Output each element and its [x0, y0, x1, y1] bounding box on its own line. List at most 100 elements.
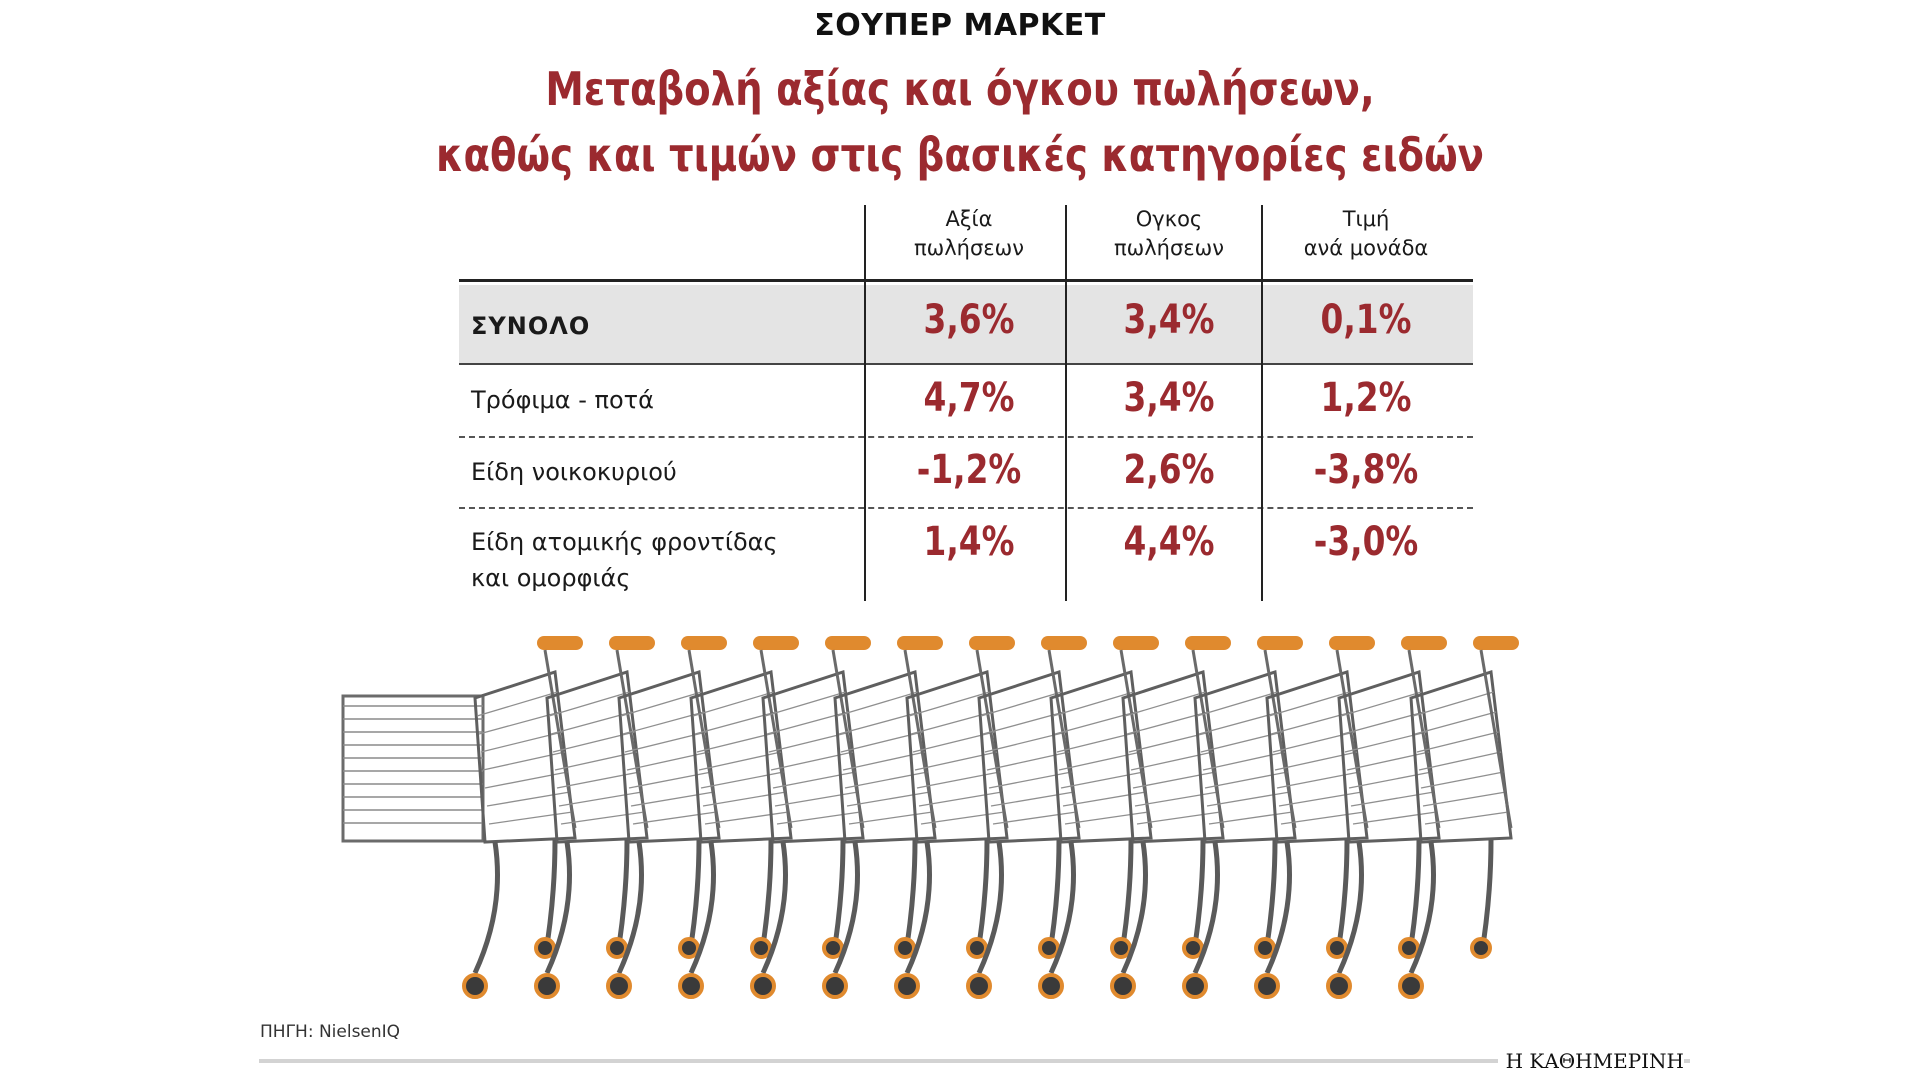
cart-wire — [1052, 691, 1134, 717]
chart-title: Μεταβολή αξίας και όγκου πωλήσεων, καθώς… — [154, 56, 1767, 188]
cart-wire — [702, 791, 787, 807]
cart-wire — [992, 811, 1077, 825]
cart-leg — [760, 841, 788, 975]
publisher-logo: Η ΚΑΘΗΜΕΡΙΝΗ — [1497, 1049, 1684, 1073]
column-divider — [1261, 205, 1263, 601]
cart-handle-bar — [1407, 649, 1441, 829]
cart-handle — [1185, 636, 1231, 650]
column-header-volume: Ογκος πωλήσεων — [1069, 205, 1269, 280]
cart-wheel — [462, 973, 488, 999]
cell-value: -3,8% — [1313, 447, 1419, 493]
cart-leg — [832, 841, 860, 975]
cart-wire — [1124, 691, 1206, 717]
cart-handle-bar — [1263, 649, 1297, 829]
column-divider — [1065, 205, 1067, 601]
cart-basket — [1265, 670, 1369, 844]
cart-handle — [897, 636, 943, 650]
cart-wire — [836, 691, 918, 717]
column-header-line: πωλήσεων — [914, 236, 1024, 260]
cart-wire — [1414, 711, 1497, 735]
header-divider — [459, 279, 1473, 282]
row-label: Τρόφιμα - ποτά — [471, 386, 654, 414]
cart-wire — [488, 811, 573, 825]
cart-handle-bar — [831, 649, 865, 829]
cart-wheel — [750, 973, 776, 999]
cart-wire — [630, 791, 715, 807]
cart-wheel — [894, 973, 920, 999]
cart-wire — [550, 711, 633, 735]
cart-wire — [558, 791, 643, 807]
cart-wire — [1268, 691, 1350, 717]
cart-wire — [1126, 711, 1209, 735]
cart-handle — [1473, 636, 1519, 650]
cell-value: 3,6% — [923, 297, 1015, 343]
cart-leg — [1120, 841, 1148, 975]
cart-basket — [473, 670, 577, 844]
cart-wire — [1280, 811, 1365, 825]
cart-wheel — [1182, 937, 1204, 959]
cart-wheel — [1326, 937, 1348, 959]
cart-handle-bar — [975, 649, 1009, 829]
cart-wire — [1420, 771, 1504, 789]
column-header-line: ανά μονάδα — [1303, 236, 1429, 260]
cart-leg — [616, 841, 644, 975]
cart-wire — [694, 711, 777, 735]
cell-value: 2,6% — [1123, 447, 1215, 493]
column-header-line: Τιμή — [1342, 207, 1390, 231]
cart-wheel — [1038, 937, 1060, 959]
cart-handle-bar — [903, 649, 937, 829]
cart-leg — [1048, 841, 1076, 975]
cart-basket — [1409, 670, 1513, 844]
shopping-carts-illustration — [341, 636, 1519, 999]
cart-leg — [472, 841, 500, 975]
footer-bar — [259, 1059, 1690, 1063]
cart-wire — [1196, 691, 1278, 717]
cell-value: 1,4% — [923, 519, 1015, 565]
cart-handle — [537, 636, 583, 650]
cart-basket — [689, 670, 793, 844]
column-header-line: Ογκος — [1135, 207, 1203, 231]
source-note: ΠΗΓΗ: NielsenIQ — [260, 1022, 401, 1042]
cart-wire — [1206, 791, 1291, 807]
cart-handle-bar — [1479, 649, 1513, 829]
cart-wire — [1136, 811, 1221, 825]
data-table: Αξία πωλήσεων Ογκος πωλήσεων Τιμή ανά μο… — [459, 205, 1473, 601]
cart-leg — [1264, 841, 1292, 975]
cart-wire — [1340, 691, 1422, 717]
cart-wire — [692, 691, 774, 717]
cart-handle — [1329, 636, 1375, 650]
cart-wire — [1064, 811, 1149, 825]
cell-value: -3,0% — [1313, 519, 1419, 565]
column-divider — [864, 205, 866, 601]
cart-basket — [617, 670, 721, 844]
cart-leg — [544, 841, 572, 975]
cart-wheel — [822, 973, 848, 999]
cart-wire — [1412, 691, 1494, 717]
cart-wire — [980, 691, 1062, 717]
cart-wheel — [1182, 973, 1208, 999]
cart-handle-bar — [1191, 649, 1225, 829]
cart-wheel — [1326, 973, 1352, 999]
cart-wire — [1198, 711, 1281, 735]
cart-wire — [1352, 811, 1437, 825]
cart-wire — [764, 691, 846, 717]
cart-wire — [776, 811, 861, 825]
cart-wire — [848, 811, 933, 825]
cart-wheel — [750, 937, 772, 959]
cell-value: 3,4% — [1123, 375, 1215, 421]
cell-value: 0,1% — [1320, 297, 1412, 343]
column-header-line: πωλήσεων — [1114, 236, 1224, 260]
cart-handle — [609, 636, 655, 650]
cart-leg — [1336, 841, 1364, 975]
cart-wheel — [1254, 973, 1280, 999]
cart-wheel — [966, 937, 988, 959]
cart-handle-bar — [1335, 649, 1369, 829]
cart-wheel — [966, 973, 992, 999]
cart-leg — [688, 841, 716, 975]
cart-wire — [1062, 791, 1147, 807]
cart-wheel — [1110, 937, 1132, 959]
cart-wheel — [1110, 973, 1136, 999]
cart-basket — [833, 670, 937, 844]
cart-handle — [753, 636, 799, 650]
cart-wheel — [534, 937, 556, 959]
